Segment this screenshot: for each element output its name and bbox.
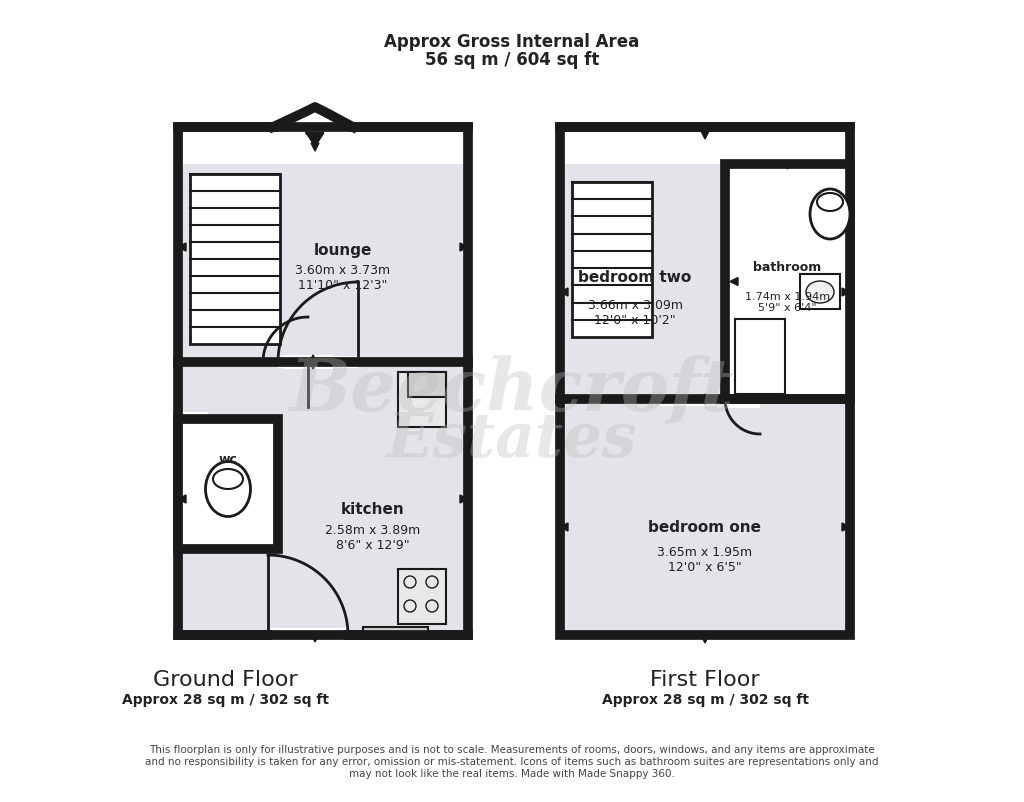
Ellipse shape [213,469,243,489]
Polygon shape [842,524,850,532]
Text: 3.65m x 1.95m
12'0" x 6'5": 3.65m x 1.95m 12'0" x 6'5" [657,545,753,573]
Text: 56 sq m / 604 sq ft: 56 sq m / 604 sq ft [425,51,599,69]
Polygon shape [701,132,709,140]
Polygon shape [560,524,568,532]
Polygon shape [309,355,317,363]
Bar [283,355,333,370]
Text: bathroom: bathroom [754,261,821,273]
Bar [178,419,278,549]
Text: 3.60m x 3.73m
11'10" x 12'3": 3.60m x 3.73m 11'10" x 12'3" [296,264,390,292]
Bar [560,399,850,635]
Bar [560,164,850,399]
Bar [398,373,446,427]
Ellipse shape [810,190,850,240]
Bar [362,627,428,635]
Bar [178,363,468,635]
Bar [178,128,468,635]
Text: 3.66m x 3.09m
12'0" x 10'2": 3.66m x 3.09m 12'0" x 10'2" [588,298,683,326]
Bar [190,175,280,345]
Polygon shape [701,395,709,403]
Bar [398,569,446,624]
Text: Estates: Estates [387,410,637,469]
Bar [178,164,468,363]
Text: bedroom one: bedroom one [648,520,762,535]
Polygon shape [701,635,709,643]
Bar [268,628,348,636]
Text: Ground Floor: Ground Floor [153,669,297,689]
Text: wc: wc [218,453,238,466]
Bar [735,320,785,395]
Text: First Floor: First Floor [650,669,760,689]
Text: 2.58m x 3.89m
8'6" x 12'9": 2.58m x 3.89m 8'6" x 12'9" [326,524,421,551]
Ellipse shape [817,194,843,212]
Bar [660,395,715,407]
Text: kitchen: kitchen [341,502,404,516]
Polygon shape [178,244,186,252]
Bar [800,274,840,310]
Text: Beechcroft: Beechcroft [290,354,734,425]
Polygon shape [460,496,468,504]
Bar [408,373,446,398]
Bar [725,164,850,399]
Ellipse shape [806,282,834,304]
Text: bedroom two: bedroom two [579,270,691,286]
Polygon shape [307,134,323,146]
Bar [278,357,358,369]
Text: This floorplan is only for illustrative purposes and is not to scale. Measuremen: This floorplan is only for illustrative … [145,744,879,778]
Bar [725,395,760,408]
Polygon shape [560,289,568,297]
Polygon shape [460,244,468,252]
Ellipse shape [206,462,251,516]
Polygon shape [178,496,186,504]
Polygon shape [311,634,319,642]
Polygon shape [701,396,709,404]
Polygon shape [311,144,319,152]
Polygon shape [730,278,738,286]
Bar [178,412,208,427]
Text: 1.74m x 1.94m
5'9" x 6'4": 1.74m x 1.94m 5'9" x 6'4" [744,291,830,313]
Text: Approx Gross Internal Area: Approx Gross Internal Area [384,33,640,51]
Text: lounge: lounge [313,242,372,257]
Polygon shape [783,162,792,170]
Bar [572,183,652,338]
Polygon shape [842,289,850,297]
Bar [560,128,850,635]
Text: Approx 28 sq m / 302 sq ft: Approx 28 sq m / 302 sq ft [601,692,809,706]
Polygon shape [309,362,317,370]
Text: Approx 28 sq m / 302 sq ft: Approx 28 sq m / 302 sq ft [122,692,329,706]
